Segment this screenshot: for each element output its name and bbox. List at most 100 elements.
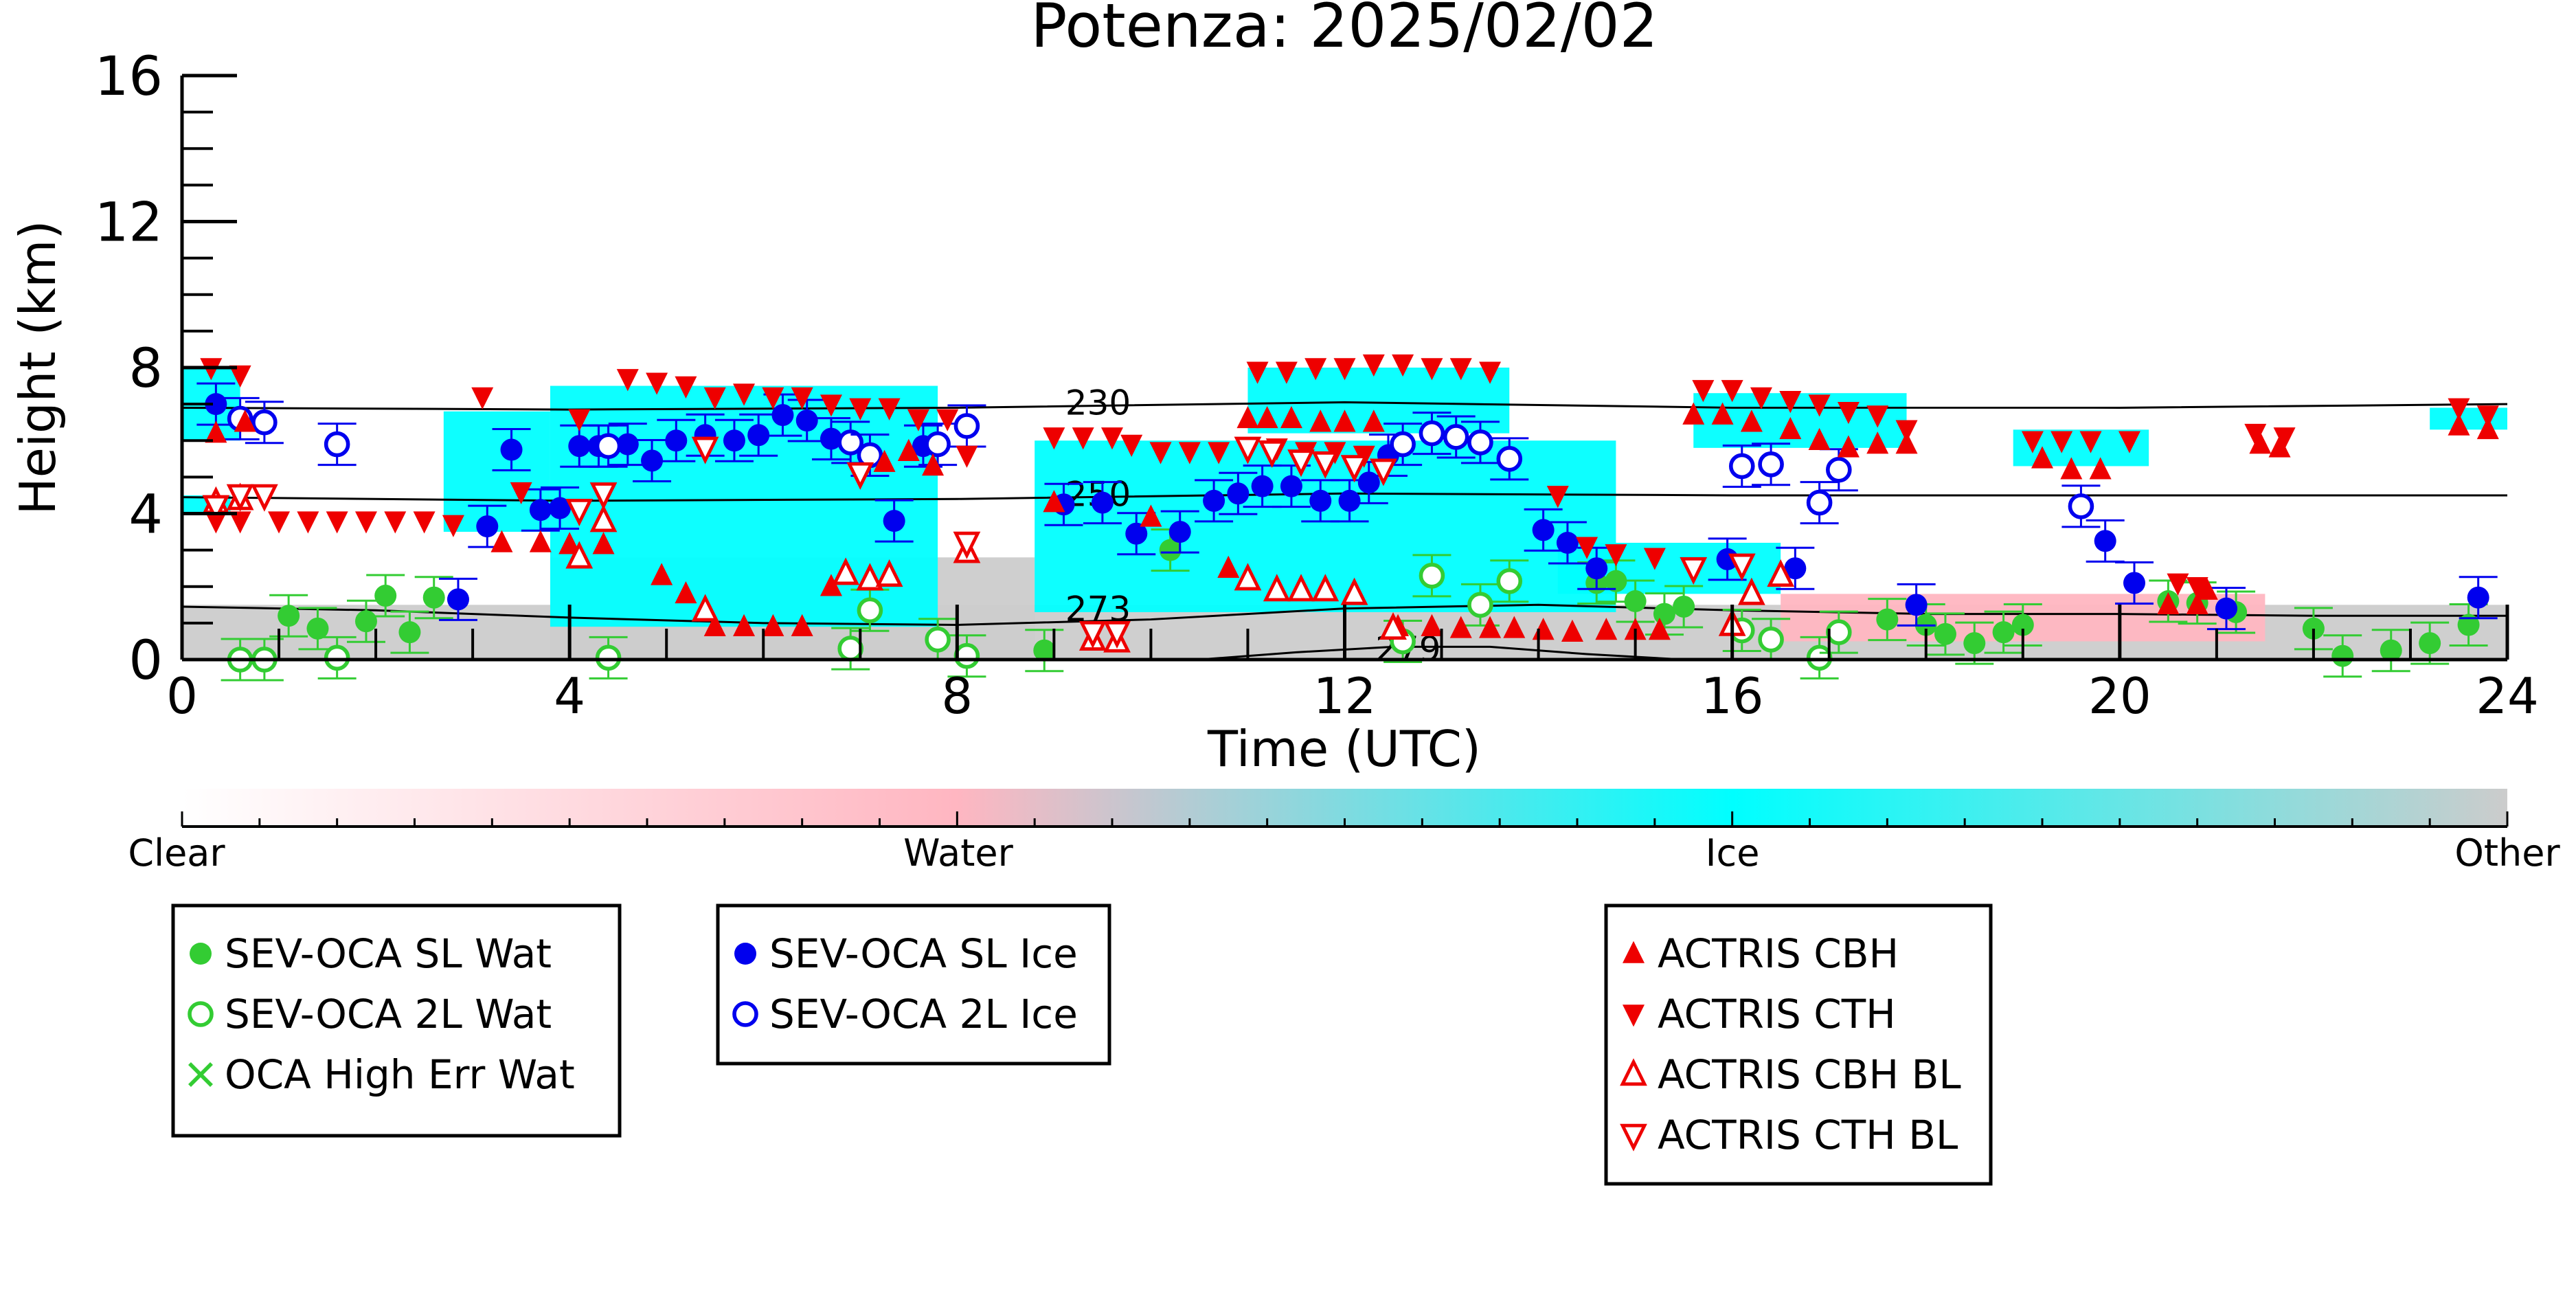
data-point <box>2157 592 2180 615</box>
data-point <box>2195 577 2218 600</box>
chart-title: Potenza: 2025/02/02 <box>1030 0 1658 61</box>
data-point <box>476 515 499 538</box>
data-point <box>1648 618 1671 640</box>
y-axis-label: Height (km) <box>9 221 67 515</box>
data-point <box>234 409 256 432</box>
data-point <box>1311 451 1340 479</box>
legend-entry-label: OCA High Err Wat <box>225 1051 575 1098</box>
data-point <box>1338 489 1361 512</box>
data-point <box>1390 431 1416 458</box>
data-point <box>529 530 552 552</box>
data-point <box>471 387 494 409</box>
data-point <box>2031 446 2053 469</box>
x-tick-label: 8 <box>941 667 973 725</box>
data-point <box>568 435 591 458</box>
legend-box-3: ACTRIS CBH ACTRIS CTH ACTRIS CBH BL ACTRIS … <box>1604 903 1993 1186</box>
data-point <box>1595 618 1618 640</box>
data-point <box>1258 440 1286 468</box>
data-point <box>1340 455 1368 483</box>
legend-entry-label: ACTRIS CTH <box>1658 991 1896 1037</box>
data-point <box>1449 358 1472 381</box>
data-point <box>2050 431 2073 453</box>
data-point <box>1808 394 1831 417</box>
data-point <box>595 433 622 460</box>
data-point <box>1561 619 1583 642</box>
data-point <box>1234 563 1262 591</box>
data-point <box>1532 519 1555 541</box>
data-point <box>1721 380 1743 403</box>
legend-frame <box>1604 903 1993 1186</box>
data-point <box>1837 401 1860 425</box>
data-point <box>1275 361 1298 384</box>
data-point <box>1784 557 1807 580</box>
legend-box-2: SEV-OCA SL Ice SEV-OCA 2L Ice <box>716 903 1111 1066</box>
data-point <box>1467 592 1493 618</box>
data-point <box>1256 405 1278 429</box>
series-actris-cth <box>200 354 2499 600</box>
data-point <box>1767 559 1795 587</box>
data-point <box>1370 458 1397 486</box>
data-point <box>1728 553 1756 581</box>
data-point <box>1078 620 1107 649</box>
x-tick-label: 20 <box>2088 667 2151 725</box>
data-point <box>297 511 319 534</box>
data-point <box>1091 491 1114 514</box>
data-point <box>953 413 980 439</box>
data-point <box>1546 486 1569 508</box>
data-point <box>1101 427 1123 450</box>
data-point <box>2476 416 2499 440</box>
data-point <box>1309 489 1332 512</box>
data-point <box>226 484 254 512</box>
data-point <box>1357 471 1380 494</box>
data-point <box>883 510 905 532</box>
data-point <box>1653 603 1675 625</box>
data-point <box>733 614 756 636</box>
data-point <box>1043 427 1065 450</box>
legend-marker <box>1620 1123 1647 1152</box>
series-layer <box>196 354 2499 682</box>
data-point <box>1826 619 1852 645</box>
data-point <box>1421 358 1443 381</box>
data-point <box>1419 420 1445 447</box>
data-point <box>398 621 421 644</box>
data-point <box>1682 402 1705 425</box>
legend-frame <box>716 903 1111 1066</box>
contour-label: 230 <box>1065 383 1131 423</box>
data-point <box>2060 457 2083 480</box>
data-point <box>2167 573 2189 596</box>
data-point <box>2186 576 2208 600</box>
data-point <box>2273 427 2296 450</box>
data-point <box>1992 621 2015 644</box>
data-point <box>589 482 618 510</box>
data-point <box>2380 639 2402 662</box>
data-point <box>2476 405 2499 428</box>
data-point <box>2302 617 2325 640</box>
data-point <box>2021 431 2044 453</box>
legend-entry-label: SEV-OCA 2L Wat <box>225 991 552 1037</box>
data-point <box>1895 431 1918 454</box>
data-point <box>529 499 552 521</box>
data-point <box>1750 387 1772 409</box>
data-point <box>589 504 618 532</box>
data-point <box>1605 544 1627 567</box>
data-point <box>1963 632 1986 655</box>
data-point <box>2011 614 2034 636</box>
data-point <box>1311 574 1340 602</box>
data-point <box>1779 416 1802 440</box>
data-point <box>251 484 278 512</box>
y-tick-label: 0 <box>128 630 163 692</box>
data-point <box>354 610 377 633</box>
data-point <box>1826 456 1852 483</box>
data-point <box>820 427 842 450</box>
data-point <box>832 557 860 585</box>
data-point <box>1234 436 1262 464</box>
data-point <box>354 511 377 534</box>
y-tick-label: 12 <box>95 192 163 254</box>
data-point <box>771 404 794 427</box>
data-point <box>202 495 230 523</box>
x-tick-label: 24 <box>2476 667 2539 725</box>
data-point <box>1203 489 1225 512</box>
data-point <box>1236 405 1259 429</box>
data-point <box>510 482 532 505</box>
